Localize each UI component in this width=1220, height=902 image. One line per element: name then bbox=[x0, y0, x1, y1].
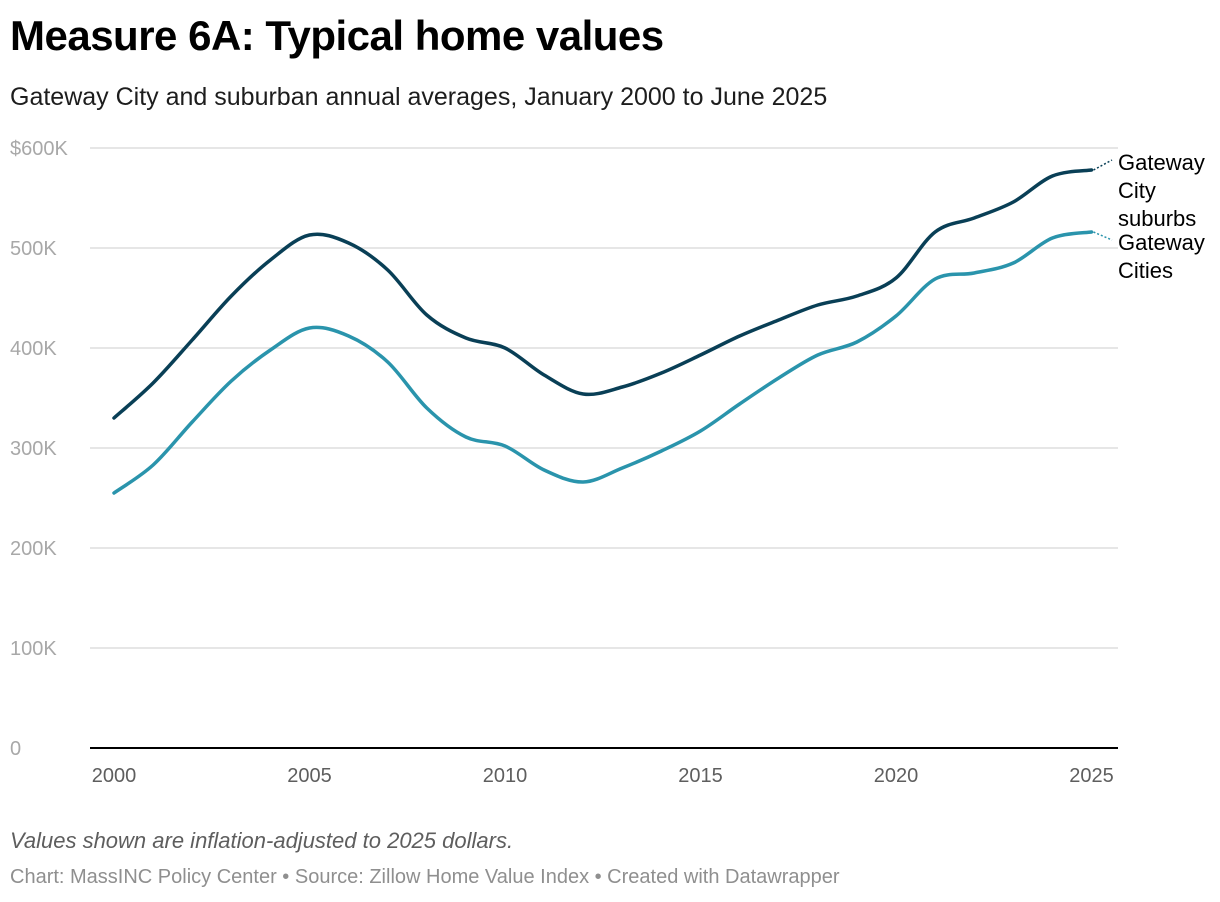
y-tick-label: $600K bbox=[10, 138, 68, 160]
data-point-gateway-cities bbox=[386, 360, 390, 364]
data-point-gateway-city-suburbs bbox=[151, 381, 155, 385]
data-point-gateway-city-suburbs bbox=[933, 230, 937, 234]
x-tick-label: 2025 bbox=[1069, 765, 1114, 787]
data-point-gateway-cities bbox=[816, 353, 820, 357]
x-tick-label: 2020 bbox=[874, 765, 919, 787]
y-tick-label: 500K bbox=[10, 238, 57, 260]
data-point-gateway-city-suburbs bbox=[1011, 200, 1015, 204]
data-point-gateway-cities bbox=[464, 435, 468, 439]
chart-title: Measure 6A: Typical home values bbox=[10, 12, 664, 59]
data-point-gateway-city-suburbs bbox=[190, 338, 194, 342]
data-point-gateway-cities bbox=[1050, 236, 1054, 240]
series-label-gateway-city-suburbs: Gateway City suburbs bbox=[1118, 150, 1205, 231]
data-point-gateway-cities bbox=[347, 334, 351, 338]
x-axis-ticks: 2000 2005 2010 2015 2020 2025 bbox=[92, 765, 1114, 787]
data-point-gateway-cities bbox=[933, 277, 937, 281]
data-point-gateway-cities bbox=[503, 444, 507, 448]
y-axis-ticks: 0 100K 200K 300K 400K 500K $600K bbox=[10, 138, 68, 760]
data-point-gateway-city-suburbs bbox=[738, 334, 742, 338]
label-connector-gateway-cities bbox=[1093, 231, 1113, 241]
data-point-gateway-cities bbox=[738, 402, 742, 406]
y-tick-label: 0 bbox=[10, 738, 21, 760]
data-point-gateway-city-suburbs bbox=[503, 346, 507, 350]
data-point-gateway-city-suburbs bbox=[1090, 168, 1094, 172]
data-point-gateway-city-suburbs bbox=[972, 216, 976, 220]
data-point-gateway-city-suburbs bbox=[464, 336, 468, 340]
data-point-gateway-cities bbox=[659, 449, 663, 453]
y-tick-label: 300K bbox=[10, 438, 57, 460]
data-point-gateway-cities bbox=[972, 271, 976, 275]
data-point-gateway-cities bbox=[777, 376, 781, 380]
series-line-gateway-cities bbox=[112, 230, 1094, 495]
data-point-gateway-city-suburbs bbox=[347, 241, 351, 245]
inflation-note: Values shown are inflation-adjusted to 2… bbox=[10, 828, 514, 853]
series-label-gateway-cities: Gateway Cities bbox=[1118, 230, 1205, 283]
data-point-gateway-city-suburbs bbox=[229, 294, 233, 298]
data-point-gateway-city-suburbs bbox=[581, 392, 585, 396]
data-point-gateway-city-suburbs bbox=[1050, 174, 1054, 178]
data-point-gateway-cities bbox=[1090, 230, 1094, 234]
chart-subtitle: Gateway City and suburban annual average… bbox=[10, 83, 828, 111]
x-tick-label: 2010 bbox=[483, 765, 528, 787]
data-point-gateway-cities bbox=[229, 379, 233, 383]
series-line-gateway-city-suburbs bbox=[112, 168, 1094, 420]
data-point-gateway-cities bbox=[855, 340, 859, 344]
x-tick-label: 2005 bbox=[287, 765, 332, 787]
data-point-gateway-city-suburbs bbox=[308, 233, 312, 237]
x-tick-label: 2000 bbox=[92, 765, 137, 787]
data-point-gateway-cities bbox=[581, 480, 585, 484]
y-tick-label: 400K bbox=[10, 338, 57, 360]
data-point-gateway-cities bbox=[425, 406, 429, 410]
data-point-gateway-cities bbox=[190, 420, 194, 424]
data-point-gateway-city-suburbs bbox=[777, 318, 781, 322]
data-point-gateway-cities bbox=[1011, 261, 1015, 265]
series-lines bbox=[112, 168, 1094, 495]
data-point-gateway-city-suburbs bbox=[816, 303, 820, 307]
data-point-gateway-city-suburbs bbox=[620, 385, 624, 389]
data-point-gateway-city-suburbs bbox=[425, 313, 429, 317]
y-tick-label: 100K bbox=[10, 638, 57, 660]
gridlines bbox=[90, 147, 1118, 749]
data-point-gateway-city-suburbs bbox=[268, 258, 272, 262]
y-tick-label: 200K bbox=[10, 538, 57, 560]
data-point-gateway-cities bbox=[268, 348, 272, 352]
label-connector-gateway-city-suburbs bbox=[1093, 159, 1113, 171]
data-point-gateway-cities bbox=[699, 429, 703, 433]
data-point-gateway-city-suburbs bbox=[894, 276, 898, 280]
data-point-gateway-city-suburbs bbox=[112, 416, 116, 420]
data-point-gateway-cities bbox=[112, 491, 116, 495]
data-point-gateway-city-suburbs bbox=[542, 373, 546, 377]
data-point-gateway-city-suburbs bbox=[659, 371, 663, 375]
data-point-gateway-city-suburbs bbox=[855, 294, 859, 298]
data-point-gateway-cities bbox=[620, 466, 624, 470]
data-point-gateway-city-suburbs bbox=[699, 353, 703, 357]
data-point-gateway-cities bbox=[542, 468, 546, 472]
data-point-gateway-city-suburbs bbox=[386, 268, 390, 272]
data-point-gateway-cities bbox=[151, 463, 155, 467]
data-point-gateway-cities bbox=[894, 314, 898, 318]
x-tick-label: 2015 bbox=[678, 765, 723, 787]
data-point-gateway-cities bbox=[308, 326, 312, 330]
source-footer: Chart: MassINC Policy Center • Source: Z… bbox=[10, 866, 840, 888]
